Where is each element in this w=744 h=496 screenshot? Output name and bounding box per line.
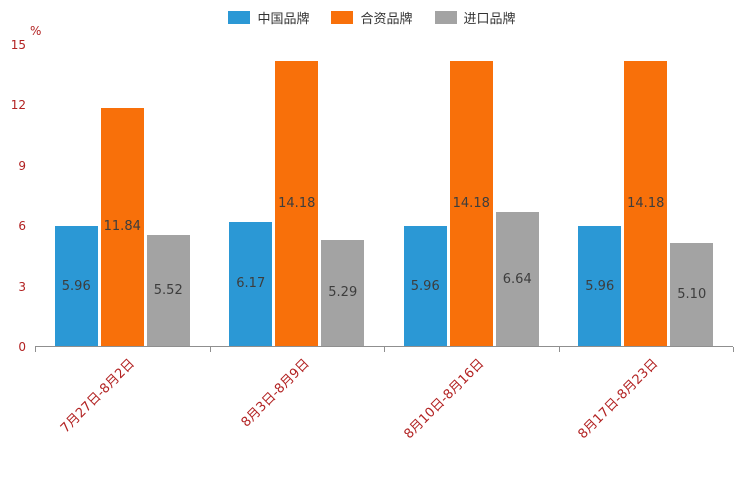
bar-group: 6.17 14.18 5.29	[210, 44, 385, 346]
bar[interactable]: 6.17	[229, 221, 273, 346]
x-axis-category-label: 8月17日-8月23日	[575, 356, 662, 443]
bar[interactable]: 6.64	[495, 212, 539, 346]
bar-value-label: 14.18	[627, 195, 665, 211]
bar[interactable]: 14.18	[624, 60, 668, 346]
bar[interactable]: 14.18	[449, 60, 493, 346]
bar[interactable]: 5.52	[146, 234, 190, 346]
y-axis-unit-label: %	[30, 24, 42, 38]
bar-value-label: 5.10	[677, 287, 707, 303]
bar[interactable]: 5.10	[670, 243, 714, 346]
legend: 中国品牌 合资品牌 进口品牌	[0, 8, 744, 27]
y-axis-tick-label: 3	[18, 279, 26, 294]
x-axis: 7月27日-8月2日 8月3日-8月9日 8月10日-8月16日 8月17日-8月23…	[35, 45, 734, 442]
y-axis-tick-label: 0	[18, 340, 26, 354]
bar-group: 5.96 14.18 5.10	[559, 44, 734, 346]
legend-label-import-brand: 进口品牌	[463, 12, 516, 27]
x-axis-category-label: 7月27日-8月2日	[58, 356, 139, 437]
x-axis-tick	[384, 347, 385, 352]
bar[interactable]: 14.18	[275, 60, 319, 346]
bar-value-label: 5.52	[153, 282, 183, 298]
bar[interactable]: 5.96	[578, 226, 622, 346]
legend-label-china-brand: 中国品牌	[257, 12, 310, 27]
legend-item-joint-venture-brand[interactable]: 合资品牌	[331, 8, 413, 27]
bar-value-label: 5.29	[328, 285, 358, 301]
x-axis-tick	[209, 347, 211, 352]
bar-value-label: 5.96	[61, 278, 91, 294]
bar-value-label: 6.64	[502, 271, 532, 287]
bar-value-label: 5.96	[585, 278, 615, 294]
bar[interactable]: 5.96	[54, 226, 98, 346]
legend-swatch-import-brand	[434, 11, 457, 24]
legend-label-joint-venture-brand: 合资品牌	[360, 12, 413, 27]
x-axis-category-label: 8月10日-8月16日	[401, 356, 488, 443]
legend-item-china-brand[interactable]: 中国品牌	[228, 8, 309, 27]
bar[interactable]: 5.29	[321, 239, 365, 346]
legend-swatch-joint-venture-brand	[331, 11, 354, 24]
bar-group: 5.96 11.84 5.52	[35, 44, 210, 346]
y-axis-tick-label: 15	[10, 38, 26, 52]
bar-series-area: 5.96 11.84 5.52 6.17 14.18 5.29 5.96 14.18 6.64 5…	[35, 44, 733, 346]
bar[interactable]: 5.96	[403, 226, 447, 346]
x-axis-category-label: 8月3日-8月9日	[238, 356, 313, 431]
bar[interactable]: 11.84	[100, 107, 144, 346]
y-axis-tick-label: 6	[18, 219, 26, 234]
y-axis: 0 3 6 9 12 15	[11, 39, 733, 353]
x-axis-tick	[35, 347, 36, 352]
bar-value-label: 6.17	[236, 276, 266, 292]
y-axis-tick-label: 12	[10, 98, 26, 113]
bar-value-label: 14.18	[278, 195, 316, 211]
bar-value-label: 14.18	[452, 195, 490, 211]
bar-value-label: 5.96	[410, 278, 440, 294]
plot-area: 0 3 6 9 12 15 5.96 11.84 5.52 6.17 14.18 5.29 5.96 1…	[11, 39, 734, 442]
x-axis-line	[35, 346, 733, 347]
bar-value-label: 11.84	[103, 219, 141, 235]
bar-group: 5.96 14.18 6.64	[384, 44, 559, 346]
y-axis-tick-label: 9	[18, 158, 26, 173]
legend-swatch-china-brand	[228, 11, 251, 24]
x-axis-tick	[733, 347, 734, 352]
legend-item-import-brand[interactable]: 进口品牌	[434, 8, 516, 27]
x-axis-tick	[558, 347, 560, 352]
